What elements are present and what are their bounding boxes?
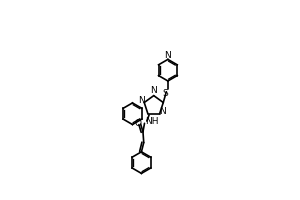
Text: NH: NH [145, 117, 159, 126]
Text: N: N [138, 96, 145, 105]
Text: N: N [164, 51, 171, 60]
Text: O: O [134, 119, 141, 128]
Text: N: N [159, 107, 166, 116]
Text: S: S [163, 89, 169, 98]
Text: N: N [150, 86, 157, 95]
